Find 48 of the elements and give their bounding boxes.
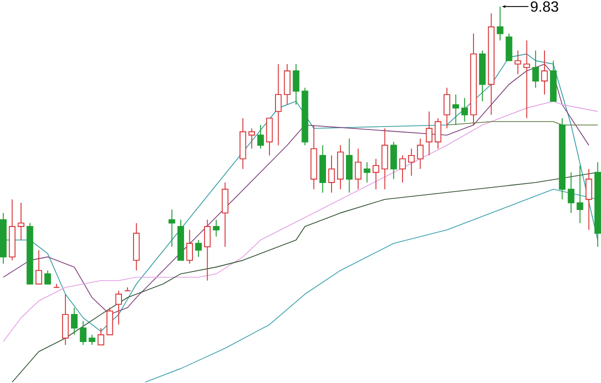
candlestick [434,118,442,150]
candlestick [568,172,574,214]
candlestick [212,219,220,238]
candlestick [18,202,24,241]
candlestick [98,328,104,346]
candlestick [248,128,256,150]
candlestick [275,64,282,146]
candlestick [586,168,592,231]
candlestick [452,94,460,126]
candlestick [416,138,424,170]
candlestick [426,111,432,156]
candlestick [354,148,362,190]
candlestick [88,334,96,346]
candlestick [364,162,370,184]
candlestick [257,124,264,150]
candlestick [204,219,211,282]
candlestick [523,40,530,119]
candlestick [53,284,60,288]
candlestick [266,118,273,156]
candlestick [372,158,380,190]
candlestick [106,307,114,336]
candlestick [532,50,539,88]
candlestick [292,64,300,106]
candlestick [80,320,86,346]
candlestick [390,142,397,180]
annotation: 9.83 [530,2,558,12]
candlestick [115,290,122,326]
candlestick [44,270,51,285]
candlestick [506,33,512,62]
candlestick [284,64,291,106]
candlestick [186,230,193,264]
candlestick [62,294,69,346]
candlestick [168,209,176,248]
candlestick [346,138,353,194]
candlestick [381,128,388,190]
candlestick [222,182,228,248]
candlestick [576,165,584,224]
candlestick [408,148,415,176]
candlestick [35,250,42,285]
candlestick [328,155,335,194]
candlestick [444,88,450,130]
candlestick [541,50,548,96]
candlestick [124,287,131,292]
candlestick [514,50,522,75]
candlestick [461,98,468,122]
candlestick [399,155,406,184]
candlestick [195,240,202,258]
candlestick [70,307,78,336]
